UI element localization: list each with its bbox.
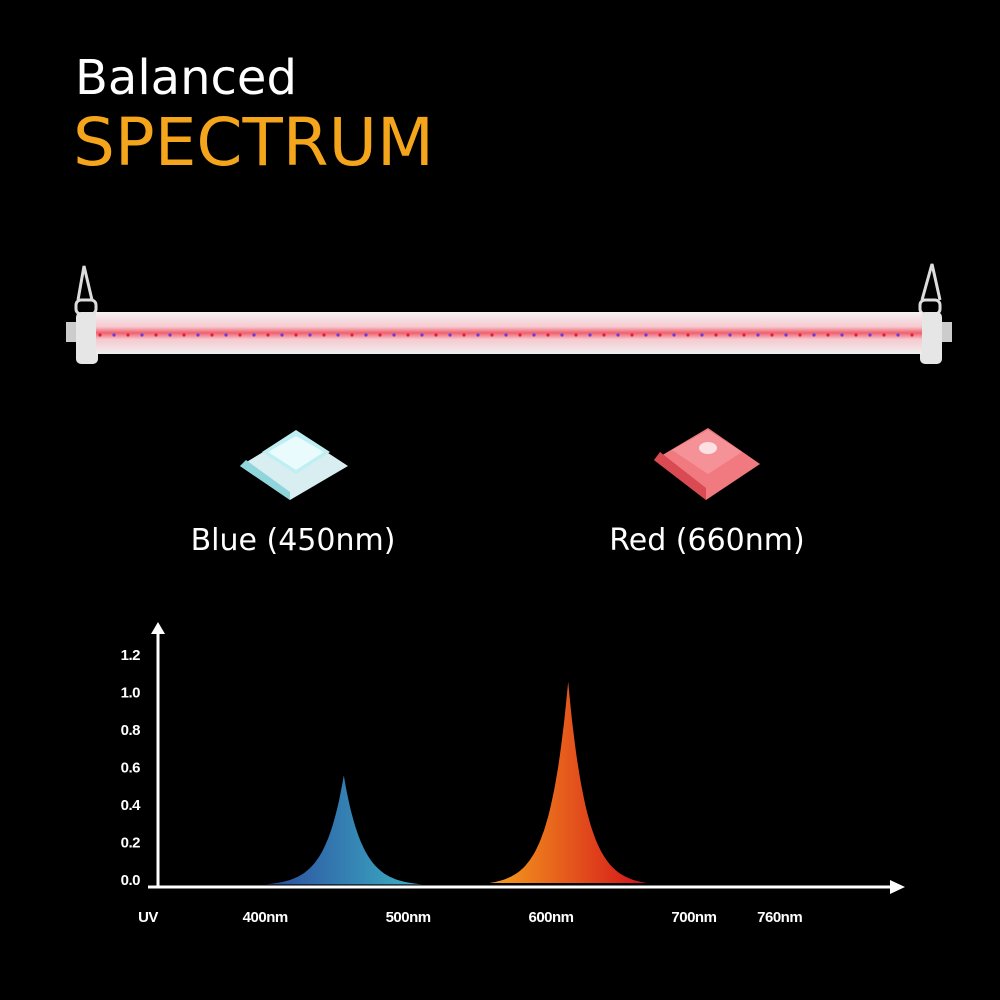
y-axis-arrow [151, 622, 165, 634]
title-line1: Balanced [75, 50, 297, 106]
x-tick-label: 400nm [243, 909, 288, 926]
y-tick-label: 0.2 [121, 835, 141, 852]
y-tick-label: 0.6 [121, 760, 141, 777]
x-origin-label: UV [138, 909, 158, 926]
spectrum-peak [265, 775, 423, 885]
x-tick-label: 760nm [757, 909, 802, 926]
x-tick-label: 500nm [386, 909, 431, 926]
y-tick-label: 1.0 [121, 685, 141, 702]
y-tick-label: 0.8 [121, 722, 141, 739]
grow-light-tube [66, 263, 952, 364]
spectrum-peak [489, 681, 647, 883]
y-tick-label: 1.2 [121, 647, 141, 664]
x-tick-label: 600nm [528, 909, 573, 926]
y-tick-label: 0.4 [121, 797, 142, 814]
y-tick-label: 0.0 [121, 872, 141, 889]
x-tick-label: 700nm [671, 909, 716, 926]
x-axis-arrow [890, 880, 905, 894]
blue-led-chip [240, 430, 348, 500]
red-led-chip [654, 428, 760, 500]
led-label: Red (660nm) [609, 523, 804, 558]
led-label: Blue (450nm) [191, 523, 396, 558]
spectrum-chart: UV 0.0 0.2 0.4 0.6 0.8 1.0 1.2 400nm 500nm 600nm 7… [121, 622, 905, 926]
title-line2: SPECTRUM [73, 104, 434, 181]
